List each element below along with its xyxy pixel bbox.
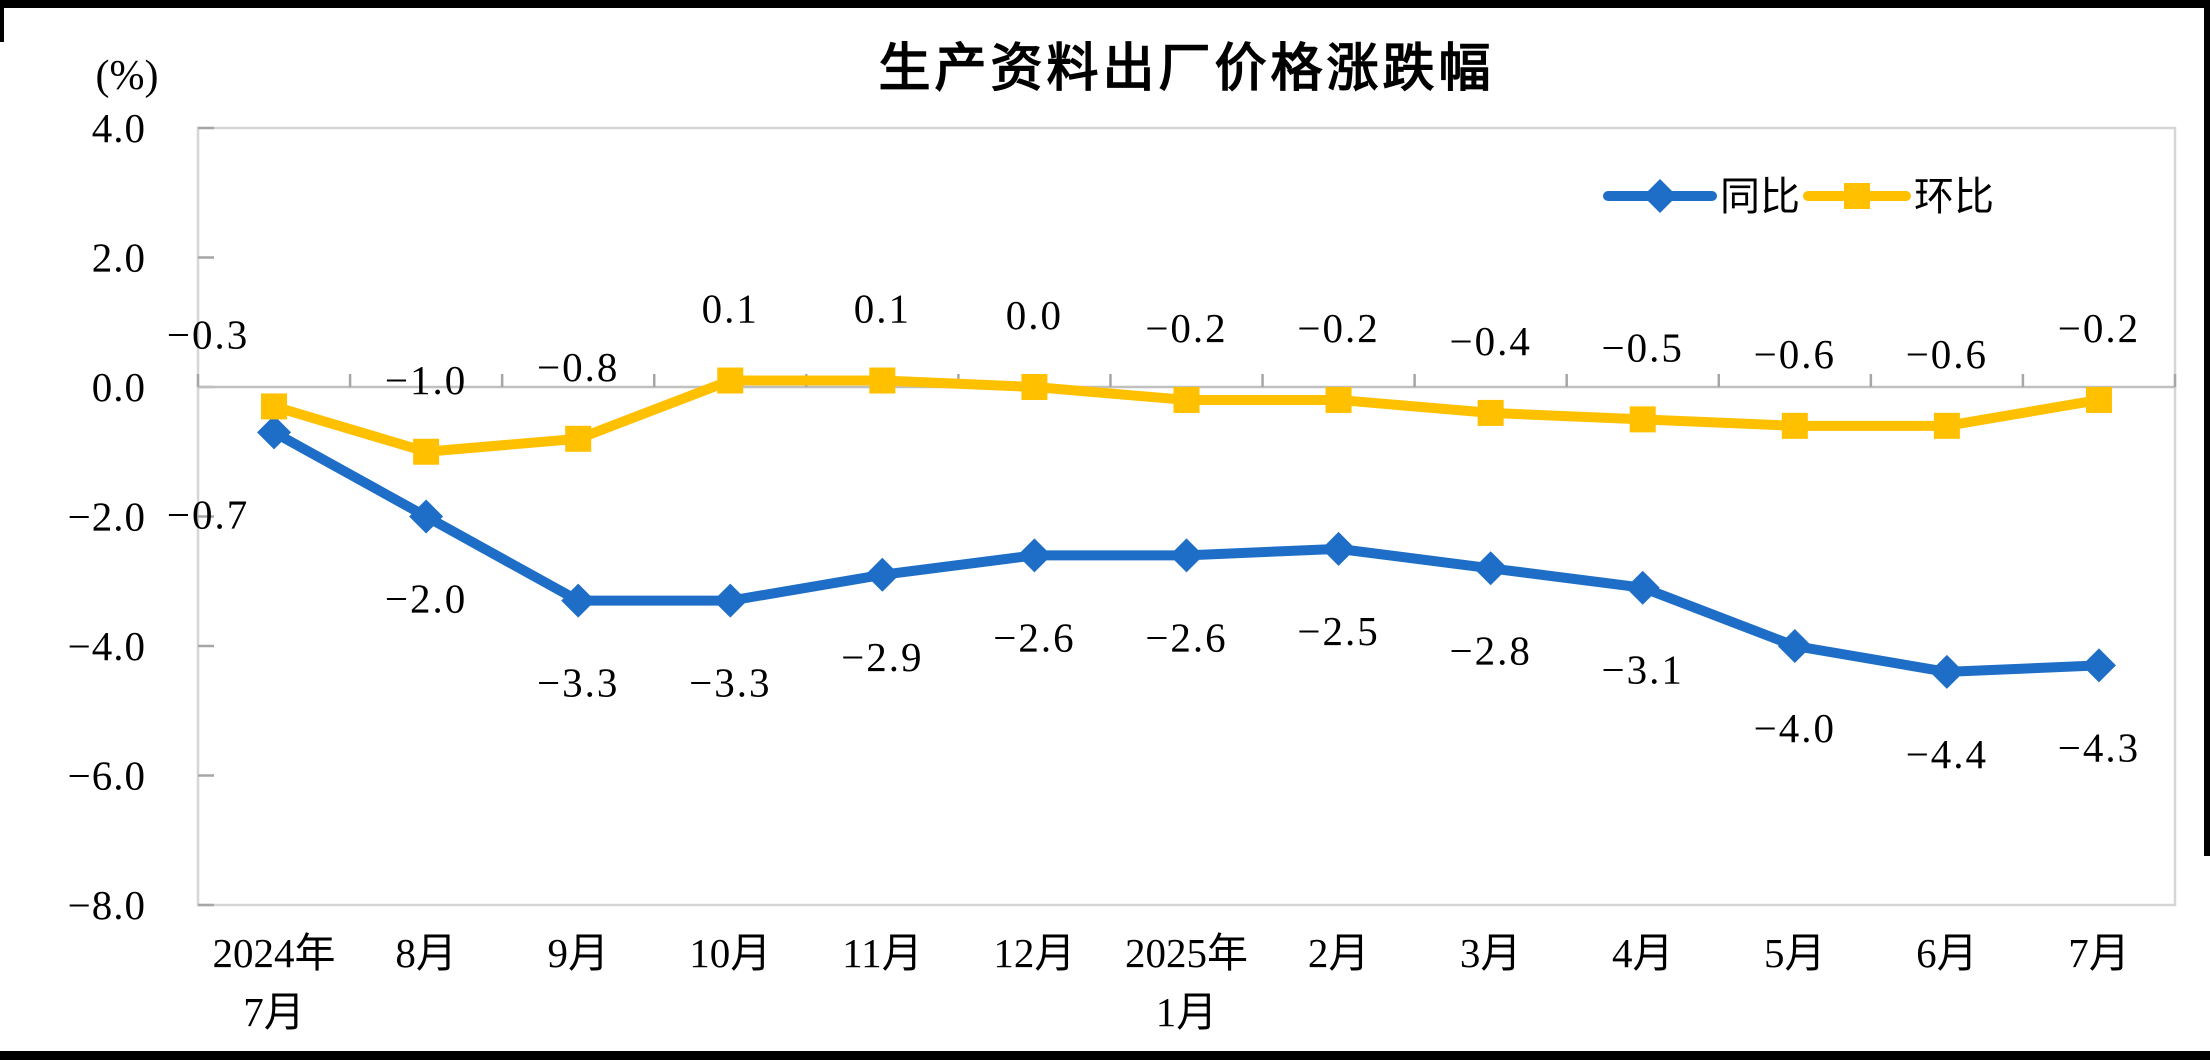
legend-label: 同比	[1720, 174, 1800, 219]
series-1-marker	[565, 425, 592, 452]
series-0-data-label: −3.1	[1602, 647, 1684, 693]
series-1-data-label: −0.6	[1754, 331, 1836, 377]
series-0-marker	[409, 499, 444, 534]
x-tick-label: 2024年	[213, 930, 336, 976]
x-tick-label: 6月	[1916, 930, 1978, 976]
x-tick-label: 3月	[1460, 930, 1522, 976]
x-tick-label: 10月	[689, 930, 771, 976]
series-1-data-label: 0.1	[702, 286, 759, 332]
legend-swatch-marker	[1643, 179, 1677, 213]
series-1-marker	[261, 393, 288, 420]
series-1-data-label: −0.5	[1602, 324, 1684, 370]
series-0-marker	[1625, 570, 1660, 605]
x-tick-label: 11月	[842, 930, 922, 976]
series-1-marker	[1933, 412, 1960, 439]
series-0-data-label: −3.3	[537, 660, 619, 706]
series-0-marker	[1169, 538, 1204, 573]
screen-edge-top	[0, 0, 2210, 8]
screen-edge-right	[2204, 0, 2210, 856]
series-1-marker	[1477, 399, 1504, 426]
series-1-data-label: −0.4	[1449, 318, 1531, 364]
series-1-data-label: −0.3	[167, 311, 249, 357]
y-tick-label: −2.0	[68, 494, 146, 540]
x-tick-label: 7月	[243, 989, 305, 1035]
y-tick-label: 0.0	[92, 364, 146, 410]
series-0-data-label: −4.0	[1754, 705, 1836, 751]
series-1-data-label: −0.2	[1297, 305, 1379, 351]
series-1-data-label: −0.6	[1906, 331, 1988, 377]
series-0-marker	[1777, 629, 1812, 663]
series-0-data-label: −2.5	[1297, 608, 1379, 654]
y-tick-label: 4.0	[92, 105, 146, 151]
series-0-data-label: −3.3	[689, 660, 771, 706]
series-1-marker	[1173, 386, 1200, 413]
series-0-marker	[257, 415, 292, 450]
x-tick-label: 4月	[1612, 930, 1674, 976]
screen-edge-left	[0, 0, 4, 42]
x-tick-label: 1月	[1156, 989, 1218, 1035]
series-1-marker	[1021, 374, 1048, 400]
x-tick-label: 12月	[993, 930, 1075, 976]
y-tick-label: −8.0	[68, 882, 146, 928]
series-0-marker	[1473, 551, 1508, 586]
series-0-data-label: −2.6	[1145, 614, 1227, 660]
series-1-marker	[1325, 386, 1352, 413]
series-1-data-label: −0.2	[1145, 305, 1227, 351]
series-0-data-label: −4.3	[2058, 724, 2140, 770]
y-axis-unit-label: (%)	[95, 53, 159, 99]
series-1-data-label: −1.0	[385, 357, 467, 403]
series-1-data-label: −0.2	[2058, 305, 2140, 351]
series-0-marker	[561, 583, 596, 618]
series-0-data-label: −2.6	[993, 614, 1075, 660]
series-1-marker	[2085, 386, 2112, 413]
x-tick-label: 7月	[2068, 930, 2130, 976]
series-0-marker	[1321, 531, 1356, 566]
x-tick-label: 5月	[1764, 930, 1826, 976]
legend-label: 环比	[1914, 174, 1994, 219]
y-tick-label: 2.0	[92, 235, 146, 281]
series-1-marker	[413, 438, 440, 465]
x-tick-label: 8月	[395, 930, 457, 976]
chart-title: 生产资料出厂价格涨跌幅	[878, 41, 1495, 98]
series-1-data-label: 0.0	[1006, 292, 1063, 338]
series-0-data-label: −2.8	[1449, 627, 1531, 673]
legend-swatch-marker	[1844, 183, 1870, 209]
series-0-marker	[1929, 654, 1964, 689]
y-tick-label: −6.0	[68, 753, 146, 799]
series-0-marker	[865, 557, 900, 592]
series-0-data-label: −2.0	[385, 576, 467, 622]
series-1-data-label: 0.1	[854, 286, 911, 332]
series-1-marker	[869, 367, 896, 394]
series-0-marker	[1017, 538, 1052, 573]
x-tick-label: 2025年	[1125, 930, 1248, 976]
series-1-marker	[1781, 412, 1808, 439]
series-1-data-label: −0.8	[537, 344, 619, 390]
series-0-data-label: −4.4	[1906, 731, 1988, 777]
x-tick-label: 9月	[547, 930, 609, 976]
series-0-data-label: −2.9	[841, 634, 923, 680]
plot-frame	[196, 126, 2177, 907]
y-tick-label: −4.0	[68, 623, 146, 669]
series-0-marker	[713, 583, 748, 618]
series-0-marker	[2081, 648, 2116, 683]
series-1-marker	[1629, 406, 1656, 433]
series-1-marker	[717, 367, 744, 394]
x-tick-label: 2月	[1308, 930, 1370, 976]
screen-edge-bottom	[0, 1051, 2210, 1060]
series-0-data-label: −0.7	[167, 491, 249, 537]
